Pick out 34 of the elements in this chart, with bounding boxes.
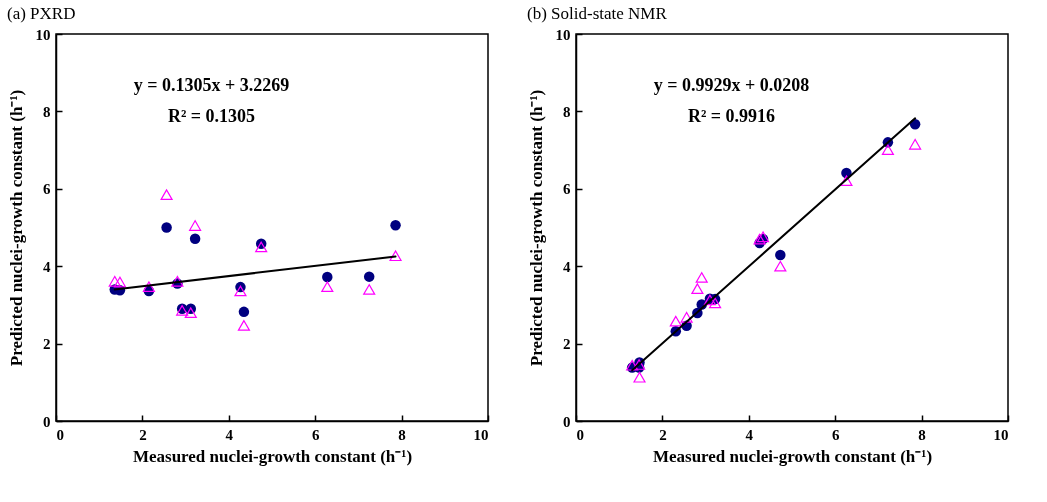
x-tick-label: 6 <box>831 426 840 443</box>
x-tick-label: 8 <box>918 426 926 443</box>
y-tick-label: 10 <box>555 26 571 43</box>
y-axis-title: Predicted nuclei-growth constant (h⁻¹) <box>6 89 26 367</box>
y-tick-label: 8 <box>563 103 571 120</box>
y-tick-label: 4 <box>563 258 571 275</box>
x-tick-label: 0 <box>576 426 584 443</box>
y-tick-label: 2 <box>563 336 571 353</box>
y-tick-label: 4 <box>43 258 51 275</box>
x-tick-label: 2 <box>659 426 667 443</box>
annotation: R² = 0.9916 <box>687 106 776 127</box>
chart-title: (b) Solid-state NMR <box>527 4 668 23</box>
x-tick-label: 2 <box>139 426 147 443</box>
y-tick-label: 0 <box>43 413 51 430</box>
y-tick-label: 6 <box>43 181 51 198</box>
x-tick-label: 10 <box>473 426 489 443</box>
annotation: y = 0.1305x + 3.2269 <box>133 75 290 96</box>
y-tick-label: 10 <box>35 26 51 43</box>
y-tick-label: 8 <box>43 103 51 120</box>
x-tick-label: 4 <box>745 426 754 443</box>
y-axis-title: Predicted nuclei-growth constant (h⁻¹) <box>526 89 546 367</box>
x-tick-label: 4 <box>225 426 234 443</box>
x-tick-label: 10 <box>993 426 1009 443</box>
chart-title: (a) PXRD <box>7 4 76 23</box>
y-tick-label: 0 <box>563 413 571 430</box>
y-tick-label: 6 <box>563 181 571 198</box>
x-tick-label: 6 <box>311 426 320 443</box>
x-tick-label: 0 <box>56 426 64 443</box>
x-axis-title: Measured nuclei-growth constant (h⁻¹) <box>652 446 933 466</box>
y-tick-label: 2 <box>43 336 51 353</box>
x-axis-title: Measured nuclei-growth constant (h⁻¹) <box>132 446 413 466</box>
x-tick-label: 8 <box>398 426 406 443</box>
annotation: y = 0.9929x + 0.0208 <box>653 75 810 96</box>
annotation: R² = 0.1305 <box>167 106 256 127</box>
